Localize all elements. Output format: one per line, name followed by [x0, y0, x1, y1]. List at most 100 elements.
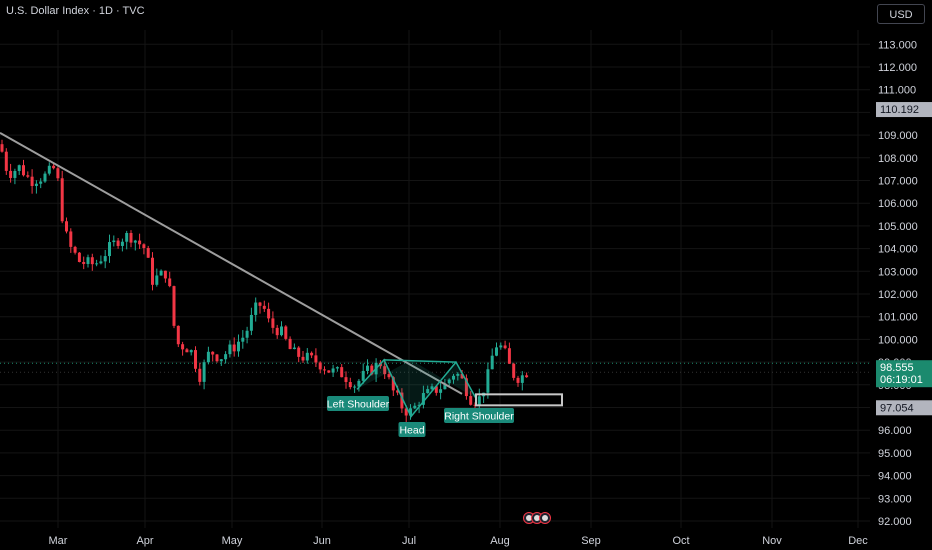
candle-body	[99, 261, 103, 264]
candle-body	[426, 389, 430, 394]
candle-body	[387, 374, 391, 378]
candle-body	[297, 347, 301, 357]
pattern-outline[interactable]	[356, 358, 477, 418]
candle-body	[219, 359, 223, 362]
candle-body	[348, 382, 352, 388]
y-tick-label: 107.000	[878, 176, 918, 188]
candle-body	[335, 367, 339, 369]
y-tick-label: 102.000	[878, 289, 918, 301]
candle-body	[525, 375, 529, 378]
candle-body	[439, 389, 443, 393]
candle-body	[172, 286, 176, 326]
y-tick-label: 106.000	[878, 198, 918, 210]
last-price-tag-bg	[876, 360, 932, 388]
candle-body	[47, 165, 51, 174]
candle-body	[189, 350, 193, 353]
candle-body	[17, 165, 21, 171]
candle-body	[181, 344, 185, 350]
candle-body	[452, 375, 455, 380]
candle-body	[185, 349, 189, 353]
candle-body	[417, 404, 421, 406]
x-tick-label: Aug	[490, 535, 510, 547]
left-shoulder-label: Left Shoulder	[327, 399, 390, 411]
candle-body	[77, 252, 81, 262]
head-label: Head	[399, 425, 424, 437]
candle-body	[267, 308, 271, 319]
y-tick-label: 101.000	[878, 312, 918, 324]
left-shoulder-label-bg[interactable]	[327, 396, 389, 411]
currency-button[interactable]: USD	[877, 4, 925, 24]
candle-body	[206, 351, 210, 363]
candle-body	[103, 256, 107, 262]
candle-body	[39, 181, 43, 184]
candle-body	[340, 367, 344, 378]
candle-body	[60, 178, 64, 222]
candle-body	[318, 362, 322, 370]
candle-body	[211, 351, 215, 355]
y-tick-label: 94.000	[878, 471, 912, 483]
candle-body	[43, 173, 47, 182]
y-tick-label: 112.000	[878, 62, 917, 74]
candle-body	[434, 386, 438, 393]
candle-body	[151, 257, 154, 285]
candle-body	[512, 363, 516, 378]
us-flag-icon[interactable]	[539, 512, 551, 524]
y-tick-label: 111.000	[878, 85, 916, 97]
candle-body	[198, 368, 202, 382]
candle-body	[490, 355, 494, 370]
economic-events[interactable]	[523, 512, 553, 526]
candle-body	[245, 330, 249, 338]
x-tick-label: Nov	[762, 535, 782, 547]
candle-body	[26, 175, 30, 177]
candle-body	[314, 355, 318, 363]
candle-body	[254, 302, 258, 315]
candle-body	[133, 240, 137, 243]
candle-body	[65, 221, 68, 232]
candle-body	[516, 377, 520, 383]
candle-body	[13, 170, 17, 178]
x-tick-label: Jul	[402, 535, 416, 547]
candle-body	[413, 405, 417, 409]
candle-body	[284, 326, 288, 339]
last-price-tag: 98.555	[880, 362, 914, 374]
candle-body	[120, 241, 124, 246]
candle-body	[125, 232, 129, 242]
candle-body	[344, 377, 348, 383]
y-tick-label: 92.000	[878, 516, 912, 528]
candle-body	[0, 144, 4, 152]
x-tick-label: Dec	[848, 535, 868, 547]
candle-body	[507, 348, 511, 364]
support-price-tag-bg	[876, 400, 932, 416]
support-box[interactable]	[475, 393, 563, 407]
candle-body	[228, 344, 232, 355]
candle-body	[116, 240, 120, 246]
candle-body	[249, 314, 253, 331]
candle-body	[86, 257, 90, 264]
candle-body	[176, 325, 180, 345]
y-tick-label: 108.000	[878, 153, 918, 165]
y-tick-label: 100.000	[878, 334, 918, 346]
candle-body	[9, 170, 13, 178]
candle-body	[383, 366, 387, 375]
candle-body	[361, 370, 365, 381]
candle-body	[469, 396, 473, 405]
trendline[interactable]	[0, 131, 463, 395]
candle-body	[288, 338, 292, 350]
neckline[interactable]	[383, 359, 457, 363]
y-tick-label: 95.000	[878, 448, 912, 460]
candle-body	[404, 408, 408, 416]
y-tick-label: 96.000	[878, 425, 912, 437]
head-label-bg[interactable]	[398, 422, 426, 437]
candle-body	[232, 344, 236, 352]
right-shoulder-label-bg[interactable]	[444, 408, 514, 423]
candle-body	[95, 263, 99, 265]
candle-body	[237, 341, 240, 352]
symbol-title[interactable]: U.S. Dollar Index · 1D · TVC	[6, 5, 145, 17]
x-tick-label: Mar	[49, 535, 68, 547]
x-tick-label: Sep	[581, 535, 601, 547]
candle-body	[112, 240, 116, 243]
y-tick-label: 93.000	[878, 493, 912, 505]
candle-body	[520, 375, 524, 383]
